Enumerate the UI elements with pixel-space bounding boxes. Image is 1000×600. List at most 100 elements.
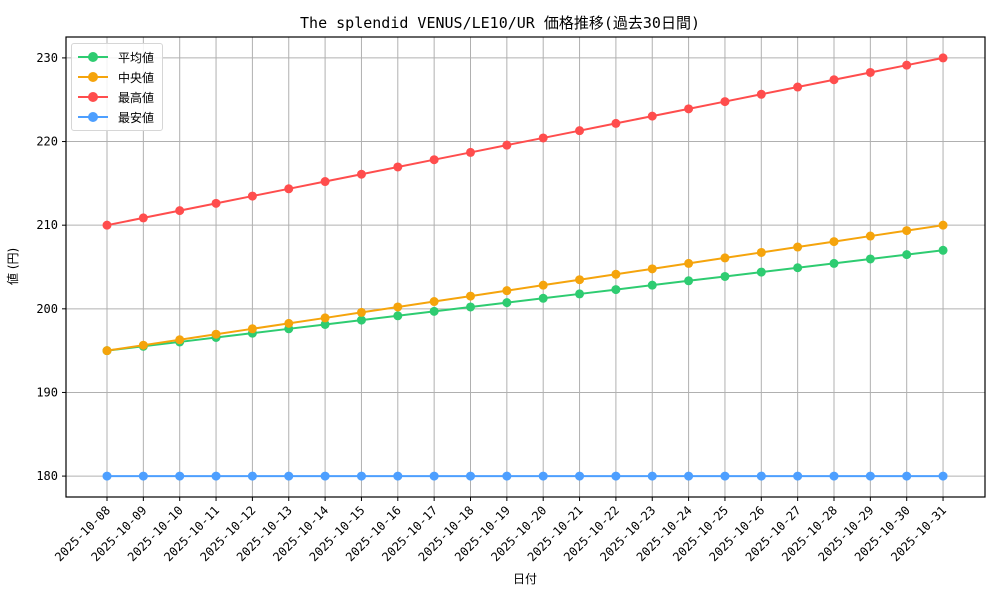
data-point	[502, 140, 512, 150]
data-point	[829, 471, 839, 481]
data-point	[756, 267, 766, 277]
data-point	[720, 471, 730, 481]
data-point	[429, 471, 439, 481]
data-point	[902, 226, 912, 236]
data-point	[647, 471, 657, 481]
data-point	[611, 269, 621, 279]
data-point	[938, 245, 948, 255]
series-1	[102, 220, 948, 356]
data-point	[138, 340, 148, 350]
y-tick-label: 180	[36, 469, 58, 483]
data-point	[502, 298, 512, 308]
data-point	[138, 471, 148, 481]
data-point	[793, 263, 803, 273]
data-point	[938, 53, 948, 63]
data-point	[284, 318, 294, 328]
data-point	[393, 471, 403, 481]
data-point	[720, 271, 730, 281]
data-point	[575, 275, 585, 285]
legend-label: 最高値	[118, 90, 155, 105]
data-point	[538, 280, 548, 290]
data-point	[211, 198, 221, 208]
data-point	[829, 75, 839, 85]
data-point	[575, 289, 585, 299]
data-point	[684, 471, 694, 481]
data-point	[211, 329, 221, 339]
data-point	[575, 126, 585, 136]
data-point	[647, 264, 657, 274]
data-point	[720, 97, 730, 107]
data-point	[247, 471, 257, 481]
series-line	[106, 249, 944, 352]
data-point	[611, 285, 621, 295]
data-point	[466, 147, 475, 157]
data-point	[102, 346, 112, 356]
data-point	[320, 319, 330, 329]
data-point	[356, 315, 366, 325]
data-point	[793, 242, 803, 252]
data-point	[684, 276, 694, 286]
series-0	[102, 245, 948, 356]
data-point	[356, 471, 366, 481]
data-point	[466, 471, 475, 481]
chart-title: The splendid VENUS/LE10/UR 価格推移(過去30日間)	[300, 14, 700, 32]
data-point	[284, 471, 294, 481]
data-point	[902, 250, 912, 260]
data-point	[320, 313, 330, 323]
data-point	[611, 471, 621, 481]
data-point	[211, 471, 221, 481]
series-3	[102, 471, 948, 481]
data-point	[865, 254, 875, 264]
data-point	[865, 471, 875, 481]
data-point	[902, 60, 912, 70]
data-point	[393, 302, 403, 312]
data-point	[865, 67, 875, 77]
grid-lines	[66, 37, 985, 497]
data-point	[902, 471, 912, 481]
data-point	[429, 297, 439, 307]
legend-marker-icon	[78, 92, 108, 102]
legend: 平均値 中央値 最高値 最安値	[71, 43, 164, 131]
data-point	[175, 335, 185, 345]
data-point	[756, 247, 766, 257]
data-point	[175, 471, 185, 481]
data-point	[393, 311, 403, 321]
data-point	[647, 111, 657, 121]
data-point	[575, 471, 585, 481]
legend-label: 最安値	[118, 110, 155, 125]
data-point	[247, 191, 257, 201]
legend-item-max: 最高値	[78, 87, 154, 107]
data-point	[247, 324, 257, 334]
data-point	[793, 471, 803, 481]
data-point	[502, 471, 512, 481]
series-line	[106, 224, 944, 352]
data-point	[938, 220, 948, 230]
data-point	[865, 231, 875, 241]
legend-label: 平均値	[118, 50, 155, 65]
legend-marker-icon	[78, 112, 108, 122]
legend-marker-icon	[78, 52, 108, 62]
data-point	[756, 89, 766, 99]
data-point	[793, 82, 803, 92]
data-point	[684, 258, 694, 268]
data-point	[102, 471, 112, 481]
data-point	[356, 169, 366, 179]
series-2	[102, 53, 948, 230]
series-layer	[102, 53, 948, 481]
data-point	[466, 291, 475, 301]
data-point	[320, 177, 330, 187]
y-tick-label: 220	[36, 135, 58, 149]
legend-item-min: 最安値	[78, 107, 154, 127]
data-point	[466, 302, 475, 312]
data-point	[393, 162, 403, 172]
y-tick-label: 230	[36, 51, 58, 65]
legend-label: 中央値	[118, 70, 155, 85]
data-point	[829, 258, 839, 268]
data-point	[647, 280, 657, 290]
data-point	[684, 104, 694, 114]
data-point	[538, 293, 548, 303]
data-point	[138, 213, 148, 223]
axis-ticks: 2025-10-082025-10-092025-10-102025-10-11…	[36, 51, 949, 564]
data-point	[102, 220, 112, 230]
